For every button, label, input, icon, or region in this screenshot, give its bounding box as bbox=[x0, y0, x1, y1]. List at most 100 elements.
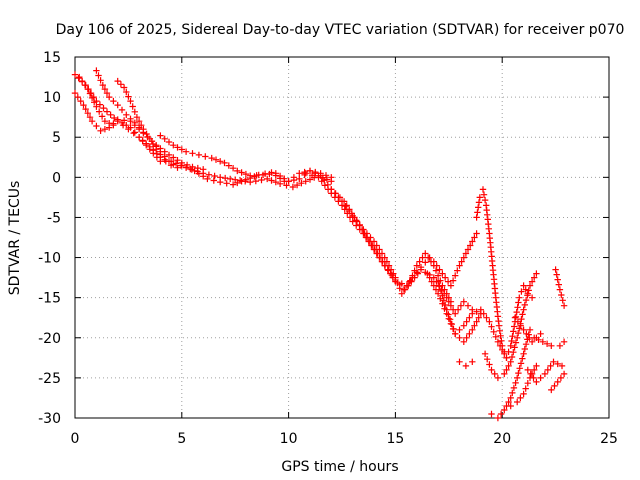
data-point bbox=[353, 218, 361, 225]
data-point bbox=[114, 116, 121, 123]
data-point bbox=[460, 298, 467, 305]
data-point bbox=[195, 151, 203, 159]
data-point bbox=[133, 114, 141, 121]
data-point bbox=[234, 167, 241, 175]
data-point bbox=[471, 322, 478, 329]
data-point bbox=[507, 358, 514, 365]
x-axis-title: GPS time / hours bbox=[281, 459, 398, 475]
data-point bbox=[517, 322, 524, 329]
data-point bbox=[464, 246, 472, 253]
data-point bbox=[111, 114, 118, 122]
data-point bbox=[509, 389, 516, 397]
data-point bbox=[135, 134, 143, 141]
data-point bbox=[93, 67, 100, 74]
data-point bbox=[189, 150, 196, 157]
data-point bbox=[296, 170, 303, 177]
data-point bbox=[328, 186, 335, 193]
data-point bbox=[174, 144, 181, 151]
data-point bbox=[96, 101, 104, 108]
y-tick-label: -25 bbox=[38, 371, 61, 387]
data-point bbox=[430, 258, 437, 265]
series-sat-e bbox=[114, 77, 168, 163]
data-point bbox=[433, 262, 440, 269]
data-point bbox=[371, 246, 379, 253]
data-point bbox=[165, 138, 173, 146]
data-point bbox=[81, 81, 89, 89]
data-point bbox=[405, 282, 412, 289]
data-point bbox=[527, 370, 534, 378]
data-point bbox=[285, 178, 292, 185]
data-point bbox=[510, 384, 518, 392]
data-point bbox=[426, 274, 433, 281]
data-point bbox=[170, 142, 177, 149]
data-point bbox=[71, 89, 79, 97]
data-point bbox=[129, 103, 136, 110]
data-point bbox=[539, 338, 546, 345]
data-point bbox=[544, 366, 551, 374]
data-point bbox=[541, 370, 549, 378]
data-point bbox=[242, 176, 250, 183]
data-point bbox=[530, 374, 537, 382]
data-point bbox=[499, 342, 506, 349]
data-point bbox=[464, 302, 472, 309]
data-point bbox=[223, 180, 230, 187]
data-point bbox=[84, 85, 91, 93]
data-point bbox=[335, 198, 342, 205]
data-point bbox=[71, 71, 79, 78]
data-point bbox=[475, 314, 482, 321]
data-point bbox=[387, 270, 394, 277]
data-point bbox=[498, 337, 505, 344]
data-point bbox=[88, 118, 96, 125]
data-point bbox=[488, 410, 495, 418]
data-point bbox=[146, 135, 153, 142]
data-point bbox=[268, 177, 275, 184]
chart-title: Day 106 of 2025, Sidereal Day-to-day VTE… bbox=[56, 22, 625, 38]
data-point bbox=[77, 97, 84, 105]
data-point bbox=[473, 318, 480, 325]
data-point bbox=[227, 175, 234, 183]
data-point bbox=[547, 362, 554, 370]
data-point bbox=[513, 308, 520, 316]
series-sat-p bbox=[473, 186, 536, 361]
data-point bbox=[447, 282, 455, 289]
data-point bbox=[178, 146, 185, 153]
data-point bbox=[143, 130, 150, 138]
data-point bbox=[531, 274, 538, 281]
data-point bbox=[467, 242, 474, 249]
data-point bbox=[494, 338, 502, 345]
data-point bbox=[283, 182, 290, 189]
x-tick-label: 0 bbox=[71, 431, 80, 447]
data-point bbox=[101, 85, 109, 93]
series-sat-q bbox=[481, 270, 540, 382]
data-point bbox=[343, 202, 350, 209]
data-point bbox=[123, 111, 130, 118]
y-tick-label: -10 bbox=[38, 251, 61, 267]
data-point bbox=[514, 334, 521, 341]
data-point bbox=[276, 180, 284, 187]
data-point bbox=[157, 158, 164, 165]
data-point bbox=[221, 159, 228, 167]
data-point bbox=[466, 314, 473, 321]
data-point bbox=[191, 167, 198, 175]
y-tick-labels: -30 -25 -20 -15 -10 -5 0 5 10 15 bbox=[38, 50, 61, 427]
data-point bbox=[140, 126, 147, 133]
data-point bbox=[172, 160, 180, 167]
y-tick-label: 0 bbox=[52, 170, 61, 186]
data-point bbox=[258, 176, 265, 184]
data-point bbox=[520, 390, 527, 398]
data-point bbox=[533, 270, 540, 277]
data-point bbox=[170, 154, 177, 161]
data-point bbox=[78, 77, 86, 85]
y-tick-label: -20 bbox=[38, 331, 61, 347]
data-point bbox=[234, 179, 241, 187]
series-sat-j bbox=[302, 170, 433, 293]
data-point bbox=[548, 386, 555, 394]
data-point bbox=[501, 370, 508, 378]
data-point bbox=[96, 108, 103, 115]
data-point bbox=[494, 414, 502, 422]
data-point bbox=[481, 196, 489, 204]
data-point bbox=[76, 73, 83, 81]
data-point bbox=[479, 186, 487, 193]
data-point bbox=[369, 242, 376, 249]
series-sat-c bbox=[76, 73, 164, 165]
